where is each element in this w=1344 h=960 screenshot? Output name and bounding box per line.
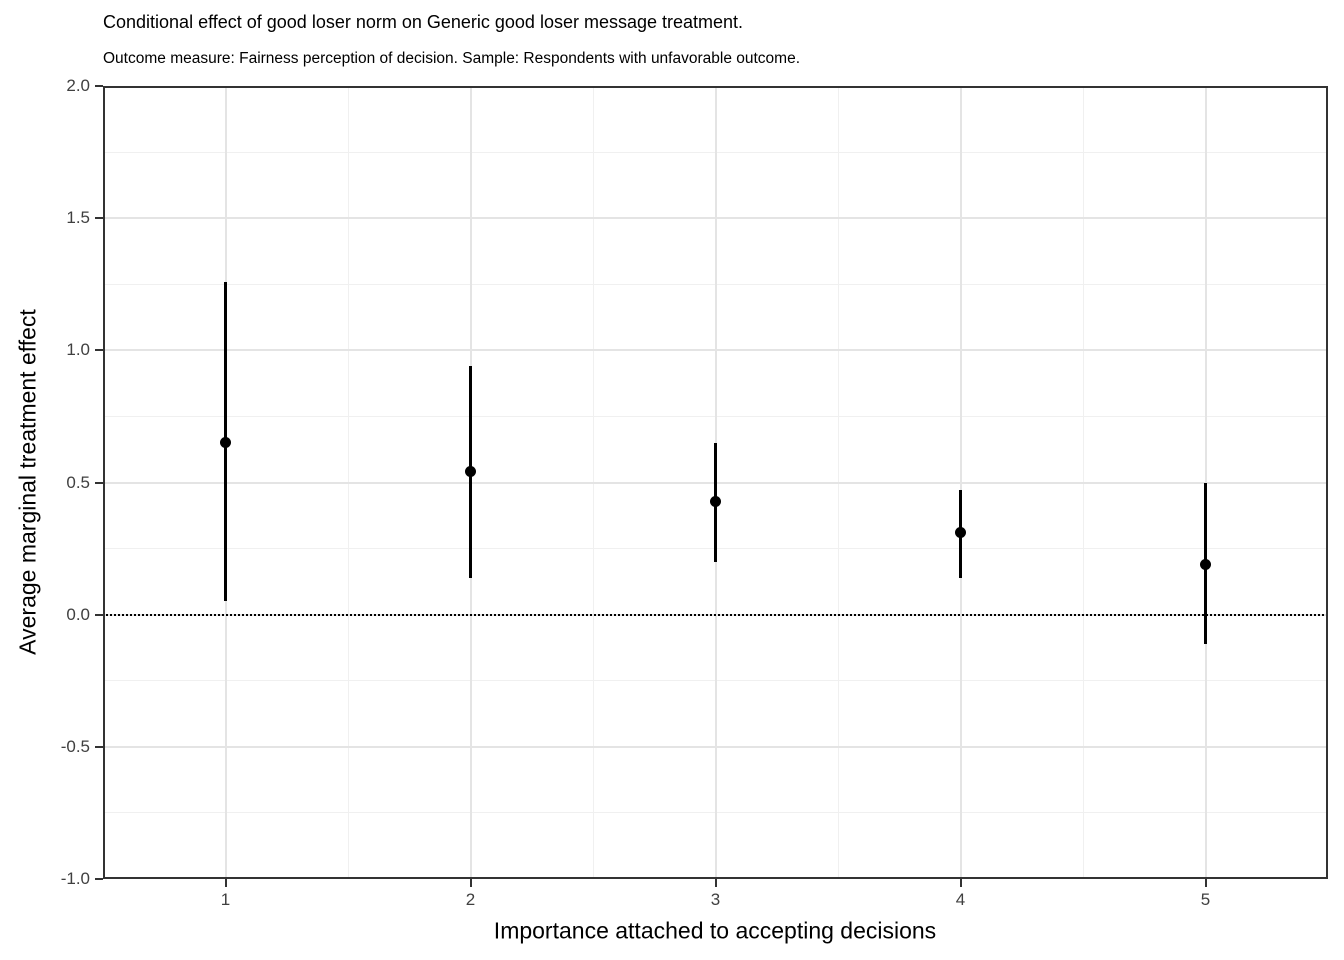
y-tick-label: -0.5 <box>60 736 90 756</box>
x-axis-tick <box>1204 879 1207 887</box>
y-tick-label: 1.5 <box>66 208 90 228</box>
y-axis-tick <box>95 85 103 87</box>
y-axis-tick <box>95 349 103 352</box>
y-tick-label: 0.0 <box>66 604 90 624</box>
x-axis-tick <box>224 879 227 887</box>
point-estimate-x1 <box>220 437 231 449</box>
y-tick-label: 0.5 <box>66 472 90 492</box>
y-axis-tick <box>95 613 103 616</box>
x-tick-label: 3 <box>710 890 721 909</box>
y-tick-label: -1.0 <box>60 869 90 888</box>
x-axis-tick <box>959 879 962 887</box>
x-axis-title: Importance attached to accepting decisio… <box>493 917 937 944</box>
point-estimate-x2 <box>465 466 476 478</box>
x-axis-tick <box>714 879 717 887</box>
y-tick-label: 2.0 <box>66 76 90 95</box>
x-axis-tick <box>469 879 472 887</box>
y-axis-title: Average marginal treatment effect <box>14 309 41 655</box>
y-axis-tick <box>95 878 103 880</box>
x-tick-label: 2 <box>465 890 476 909</box>
zero-reference-line <box>103 613 1328 616</box>
chart-title: Conditional effect of good loser norm on… <box>103 12 744 32</box>
y-axis-tick <box>95 217 103 220</box>
x-major-gridline <box>959 86 962 879</box>
y-axis-tick <box>95 481 103 484</box>
chart-subtitle: Outcome measure: Fairness perception of … <box>103 50 801 67</box>
x-tick-label: 4 <box>955 890 966 909</box>
x-tick-label: 1 <box>220 890 231 909</box>
y-axis-tick <box>95 745 103 748</box>
x-tick-label: 5 <box>1200 890 1211 909</box>
point-estimate-x3 <box>710 495 721 507</box>
point-estimate-x5 <box>1200 558 1211 570</box>
point-estimate-x4 <box>955 527 966 539</box>
y-tick-label: 1.0 <box>66 340 90 360</box>
plot-panel <box>103 86 1328 879</box>
